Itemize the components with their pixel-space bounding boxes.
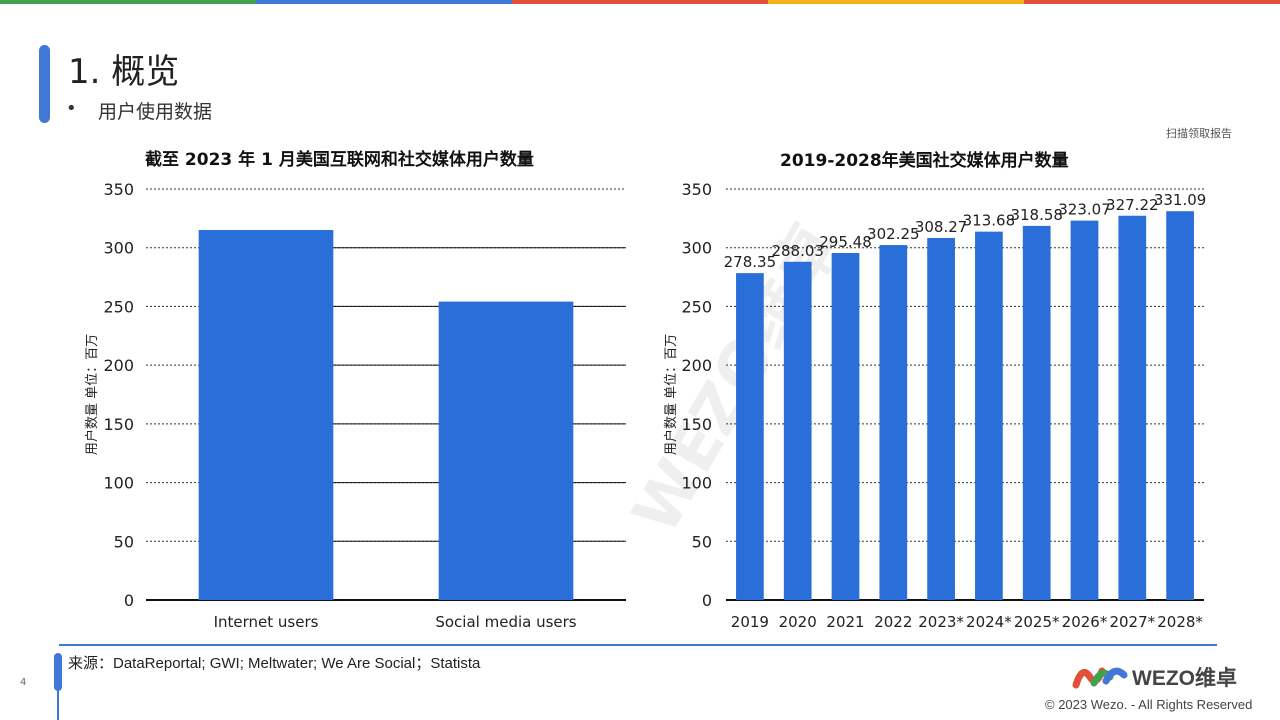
chart2-data-label: 327.22: [1106, 196, 1159, 214]
chart1-ytick-label: 150: [103, 415, 134, 434]
source-accent-bar: [54, 653, 62, 691]
topbar-segment-blue: [256, 0, 512, 4]
chart2-bar: [1022, 225, 1051, 600]
chart1-ytick-label: 300: [103, 239, 134, 258]
chart1-bar-front: [438, 301, 574, 600]
chart2-ytick-label: 350: [681, 180, 712, 199]
chart2-ytick-label: 50: [692, 532, 712, 551]
chart2-data-label: 295.48: [819, 233, 872, 251]
chart1-category-label: Social media users: [435, 613, 576, 631]
bullet-icon: •: [66, 98, 77, 119]
chart2-data-label: 331.09: [1154, 191, 1207, 209]
chart2-category-label: 2022: [874, 613, 912, 631]
chart2-category-label: 2021: [826, 613, 864, 631]
chart2-category-label: 2027*: [1109, 613, 1155, 631]
chart2-ylabel: 用户数量 单位：百万: [663, 334, 679, 455]
chart2-category-label: 2025*: [1014, 613, 1060, 631]
chart2-bar: [736, 273, 764, 600]
chart2-bar: [975, 231, 1003, 600]
bullet-text: 用户使用数据: [98, 101, 213, 123]
chart2-ytick-label: 100: [681, 474, 712, 493]
topbar-segment-green: [0, 0, 256, 4]
chart2-ytick-label: 300: [681, 239, 712, 258]
chart2-data-label: 313.68: [963, 212, 1016, 230]
chart1-plot: 0 50 100 150 200 250 300 350 用户数量 单位：百万 Internet …: [84, 180, 626, 631]
chart2-data-label: 302.25: [867, 225, 920, 243]
chart2-category-label: 2026*: [1062, 613, 1108, 631]
chart2-bar: [831, 253, 860, 600]
chart2-bar: [1070, 220, 1099, 600]
top-color-bar: [0, 0, 1280, 4]
chart2-ytick-label: 0: [702, 591, 712, 610]
chart1-ytick-label: 350: [103, 180, 134, 199]
chart2-bar: [783, 261, 812, 600]
chart2-category-label: 2024*: [966, 613, 1012, 631]
chart2-ytick-label: 250: [681, 297, 712, 316]
chart2-category-label: 2023*: [918, 613, 964, 631]
source-text: 来源：DataReportal; GWI; Meltwater; We Are …: [68, 655, 481, 672]
chart1-bar-front: [198, 230, 334, 600]
title-accent-bar: [39, 45, 50, 123]
chart2-bar: [879, 245, 908, 600]
chart2-category-label: 2020: [779, 613, 817, 631]
chart2-data-label: 308.27: [915, 218, 968, 236]
wezo-logo-icon: [1072, 667, 1128, 689]
copyright-text: © 2023 Wezo. - All Rights Reserved: [1045, 697, 1253, 712]
chart2-data-label: 323.07: [1058, 201, 1111, 219]
chart1-ytick-label: 200: [103, 356, 134, 375]
chart2-bar: [927, 238, 955, 601]
chart2-bar: [1118, 215, 1147, 600]
chart2-data-label: 278.35: [724, 253, 777, 271]
chart2-title: 2019-2028年美国社交媒体用户数量: [780, 151, 1069, 171]
chart2-ytick-label: 200: [681, 356, 712, 375]
chart1-ylabel: 用户数量 单位：百万: [84, 334, 100, 455]
topbar-segment-red: [512, 0, 768, 4]
chart1-category-label: Internet users: [214, 613, 319, 631]
chart1-ytick-label: 0: [124, 591, 134, 610]
chart2-plot: 0 50 100 150 200 250 300 350 用户数量 单位：百万 2019 278.3…: [663, 180, 1207, 631]
chart1-ytick-label: 50: [114, 532, 134, 551]
topbar-segment-yellow: [768, 0, 1024, 4]
source-divider: [59, 644, 1217, 646]
chart1-ytick-label: 100: [103, 474, 134, 493]
wezo-logo: WEZO维卓: [1072, 662, 1237, 692]
chart2-category-label: 2019: [731, 613, 769, 631]
source-vertical-line: [57, 690, 59, 720]
chart2-bar: [1166, 211, 1194, 600]
logo-text: WEZO维卓: [1132, 667, 1237, 690]
chart2-category-label: 2028*: [1157, 613, 1203, 631]
chart1-title: 截至 2023 年 1 月美国互联网和社交媒体用户数量: [145, 150, 534, 170]
scan-note[interactable]: 扫描领取报告: [1166, 127, 1232, 140]
page-title: 1. 概览: [68, 52, 180, 92]
chart2-ytick-label: 150: [681, 415, 712, 434]
chart1-ytick-label: 250: [103, 297, 134, 316]
chart2-data-label: 318.58: [1010, 206, 1062, 224]
topbar-segment-orange: [1024, 0, 1280, 4]
chart2-data-label: 288.03: [771, 242, 824, 260]
page-number: 4: [20, 677, 27, 688]
